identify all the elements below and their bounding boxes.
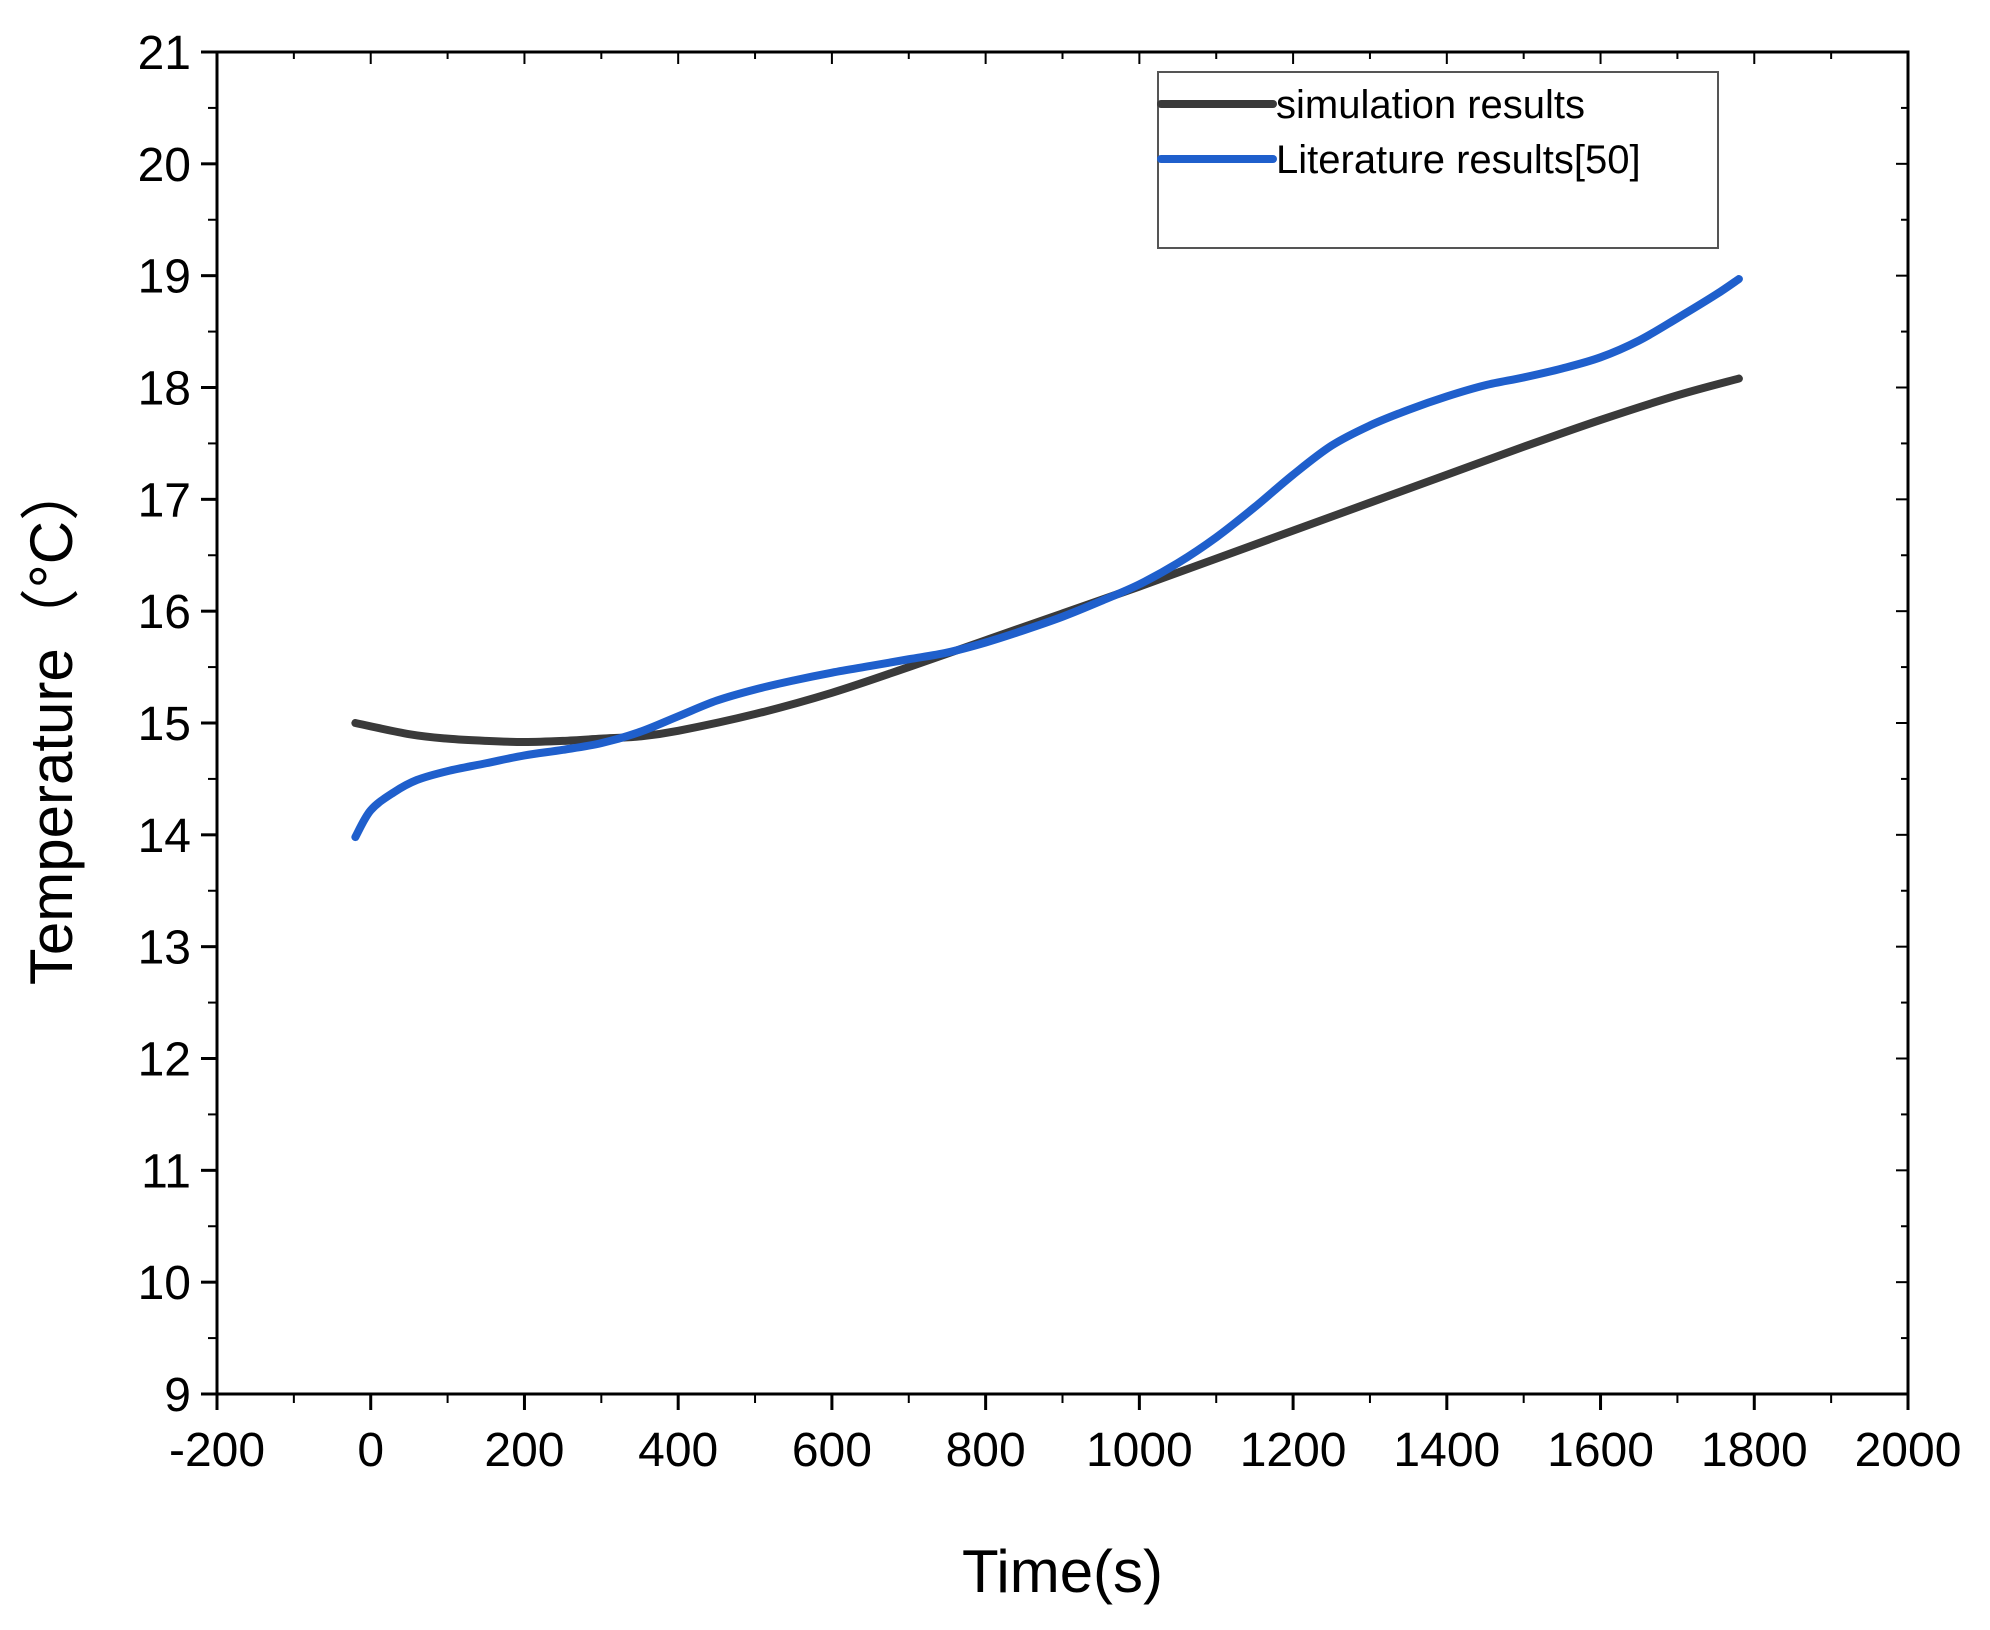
- y-tick-label: 18: [138, 363, 191, 416]
- x-tick-label: 1600: [1547, 1424, 1654, 1477]
- legend-label: Literature results[50]: [1276, 138, 1641, 182]
- x-tick-label: 400: [638, 1424, 718, 1477]
- x-tick-label: 1000: [1086, 1424, 1193, 1477]
- x-tick-label: 0: [357, 1424, 384, 1477]
- x-tick-label: 2000: [1855, 1424, 1962, 1477]
- y-tick-label: 21: [138, 27, 191, 80]
- plot-frame: [215, 50, 1910, 1396]
- x-tick-label: 1800: [1701, 1424, 1808, 1477]
- x-tick-label: 1200: [1240, 1424, 1347, 1477]
- y-tick-label: 20: [138, 139, 191, 192]
- x-tick-label: 800: [946, 1424, 1026, 1477]
- series-line-literature-results: [351, 275, 1743, 842]
- legend-label: simulation results: [1276, 83, 1585, 127]
- y-tick-label: 15: [138, 698, 191, 751]
- x-tick-label: 1400: [1393, 1424, 1500, 1477]
- y-tick-label: 11: [141, 1145, 191, 1198]
- y-axis-title: Temperature（°C）: [18, 461, 85, 985]
- x-tick-label: 600: [792, 1424, 872, 1477]
- y-tick-label: 14: [138, 810, 191, 863]
- y-tick-label: 17: [138, 474, 191, 527]
- y-tick-label: 13: [138, 922, 191, 975]
- x-tick-label: 200: [484, 1424, 564, 1477]
- y-tick-label: 12: [138, 1034, 191, 1087]
- y-tick-label: 19: [138, 251, 191, 304]
- series-line-simulation-results: [351, 374, 1743, 747]
- x-tick-label: -200: [169, 1424, 265, 1477]
- y-tick-label: 9: [164, 1369, 191, 1422]
- x-axis-title: Time(s): [962, 1538, 1163, 1605]
- y-tick-label: 10: [138, 1257, 191, 1310]
- y-tick-label: 16: [138, 586, 191, 639]
